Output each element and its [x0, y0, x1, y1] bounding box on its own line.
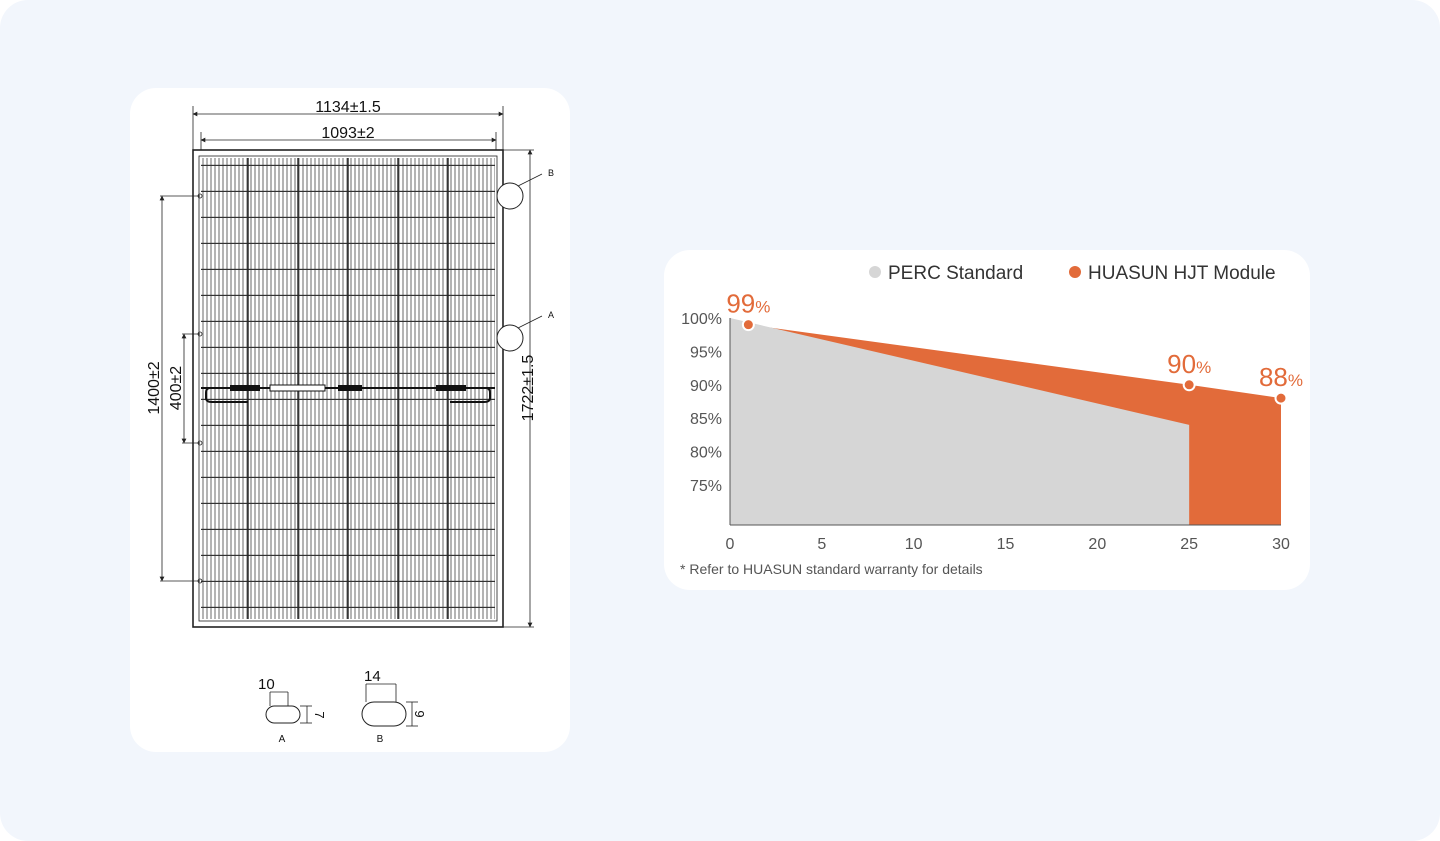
y-tick-label: 95%: [690, 344, 722, 361]
x-axis-ticks: 0 5 10 15 20 25 30: [726, 536, 1290, 553]
x-tick-label: 0: [726, 536, 735, 553]
chart-legend: PERC Standard HUASUN HJT Module: [869, 263, 1276, 284]
y-tick-label: 80%: [690, 445, 722, 462]
x-tick-label: 30: [1272, 536, 1290, 553]
perc-standard-area: [730, 318, 1190, 525]
module-drawing: 1134±1.5 1093±2: [146, 99, 554, 745]
x-tick-label: 20: [1088, 536, 1106, 553]
chart-footnote: * Refer to HUASUN standard warranty for …: [680, 561, 983, 577]
ground-hole-distance-label: 400±2: [168, 366, 185, 410]
callout-circle-b: [496, 182, 524, 210]
callout-circle-a: [496, 324, 524, 352]
detail-a: 10 7 A: [258, 676, 327, 745]
plot-areas: [730, 318, 1281, 525]
legend-swatch-hjt: [1069, 266, 1081, 278]
outer-width-label: 1134±1.5: [315, 99, 381, 116]
detail-b-height-label: 9: [412, 710, 427, 717]
y-axis-ticks: 100% 95% 90% 85% 80% 75%: [681, 311, 722, 495]
detail-a-width-label: 10: [258, 676, 275, 693]
x-tick-label: 10: [905, 536, 923, 553]
module-height-label: 1722±1.5: [520, 355, 537, 422]
legend-label-hjt: HUASUN HJT Module: [1088, 263, 1276, 284]
mount-hole-distance-label: 1400±2: [146, 361, 163, 414]
x-tick-label: 15: [997, 536, 1015, 553]
x-tick-label: 25: [1180, 536, 1198, 553]
y-tick-label: 75%: [690, 478, 722, 495]
callout-a-label: A: [548, 310, 554, 320]
detail-b: 14 9 B: [361, 668, 427, 745]
x-tick-label: 5: [817, 536, 826, 553]
annotation-marker: [1274, 391, 1288, 405]
chart-annotations: 99% 90% 88%: [726, 289, 1303, 405]
detail-a-label: A: [279, 734, 286, 745]
y-tick-label: 85%: [690, 411, 722, 428]
annotation-marker: [1182, 378, 1196, 392]
annotation-label: 88%: [1259, 362, 1303, 392]
legend-label-perc: PERC Standard: [888, 263, 1023, 284]
legend-swatch-perc: [869, 266, 881, 278]
callout-b-label: B: [548, 168, 554, 178]
detail-a-height-label: 7: [312, 711, 327, 718]
module-drawing-card: 1134±1.5 1093±2: [130, 88, 570, 752]
annotation-label: 99%: [726, 289, 770, 319]
inner-width-label: 1093±2: [321, 125, 374, 142]
warranty-chart: PERC Standard HUASUN HJT Module 100%95%9…: [680, 263, 1303, 577]
annotation-label: 90%: [1167, 349, 1211, 379]
annotation-marker: [741, 318, 755, 332]
detail-b-label: B: [377, 734, 384, 745]
detail-b-width-label: 14: [364, 668, 381, 685]
y-tick-label: 100%: [681, 311, 722, 328]
warranty-chart-card: PERC Standard HUASUN HJT Module 100% 95% 9…: [664, 250, 1310, 590]
y-tick-label: 90%: [690, 378, 722, 395]
